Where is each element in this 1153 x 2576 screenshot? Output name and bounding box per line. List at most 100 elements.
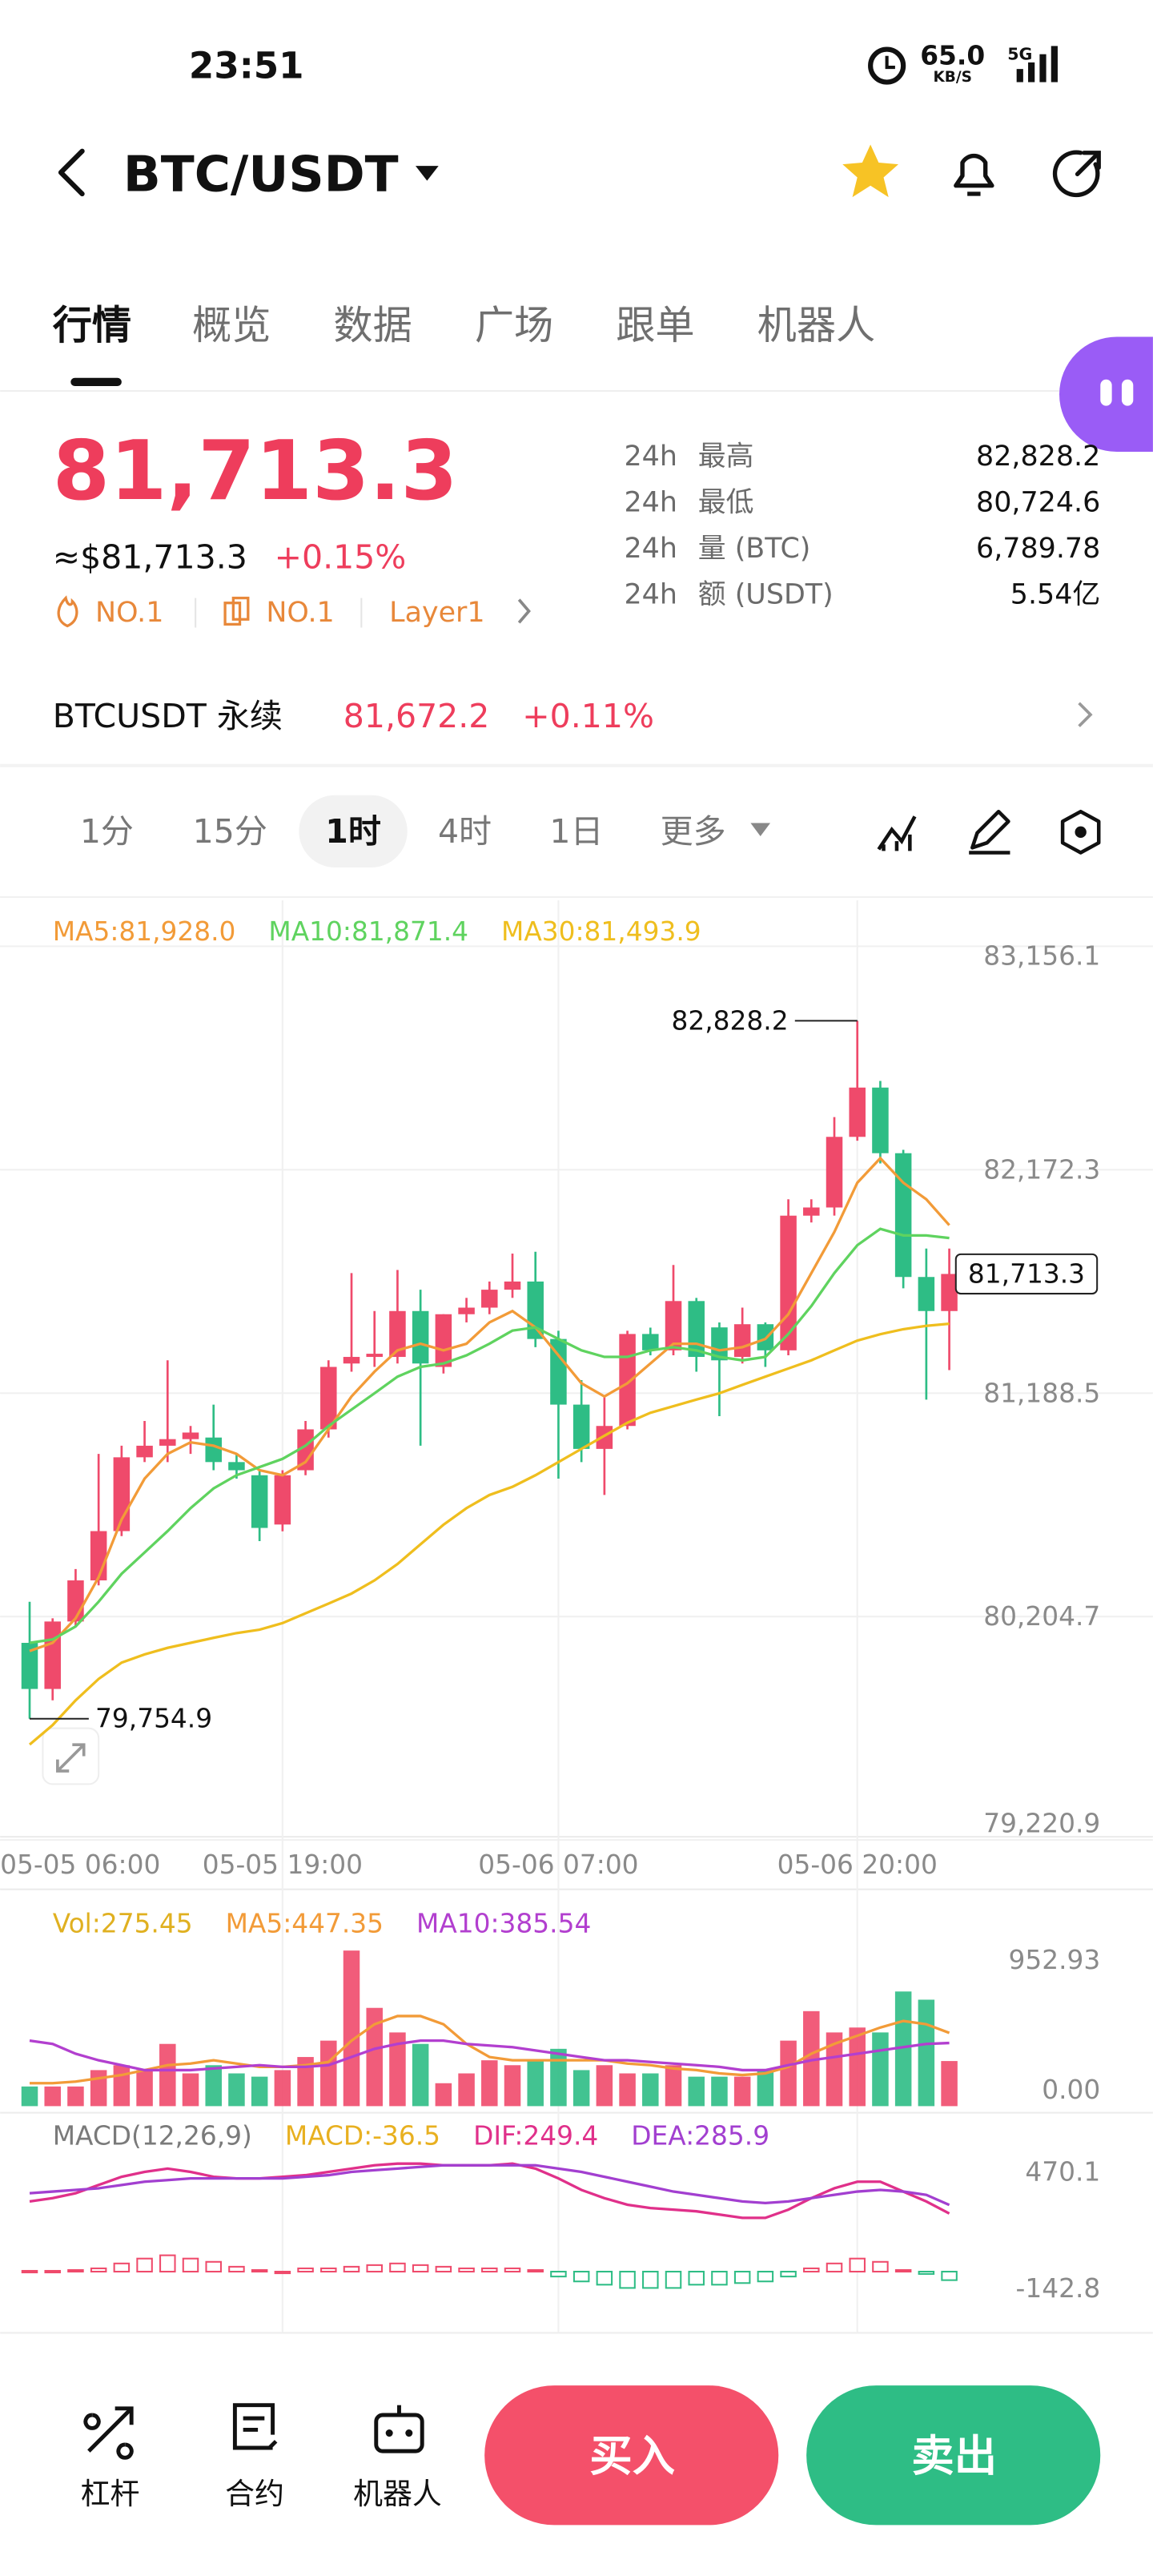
- candle-body: [504, 1281, 521, 1290]
- favorite-star[interactable]: [842, 144, 898, 198]
- action-label: 合约: [225, 2477, 284, 2511]
- tab[interactable]: 机器人: [757, 302, 876, 348]
- candle-body: [435, 1314, 452, 1367]
- action-label: 杠杆: [81, 2477, 140, 2511]
- macd-bar: [343, 2265, 360, 2273]
- more-dropdown[interactable]: [750, 823, 771, 836]
- y-tick-label: 79,220.9: [983, 1809, 1100, 1839]
- volume-bar: [228, 2073, 245, 2107]
- interval[interactable]: 1日: [549, 812, 603, 851]
- macd-bar: [274, 2270, 291, 2275]
- macd-bar: [826, 2262, 843, 2273]
- pair-dropdown[interactable]: [416, 166, 439, 181]
- y-tick-label: -142.8: [1016, 2273, 1101, 2304]
- candle-body: [826, 1137, 843, 1208]
- volume-bar: [205, 2065, 222, 2107]
- sell-button[interactable]: 卖出: [806, 2385, 1101, 2526]
- tab[interactable]: 跟单: [616, 302, 694, 348]
- candle-body: [320, 1366, 337, 1430]
- signal-icon: [1016, 46, 1058, 83]
- macd-bar: [412, 2264, 429, 2273]
- volume-bar: [872, 2032, 889, 2107]
- status-time: 23:51: [189, 45, 304, 87]
- expand-button[interactable]: [42, 1727, 100, 1785]
- x-tick-label: 05-06 20:00: [777, 1849, 938, 1880]
- volume-bar: [688, 2076, 705, 2107]
- macd-bar: [504, 2267, 521, 2273]
- category-tag[interactable]: Layer1: [389, 597, 484, 629]
- macd-bar: [458, 2267, 475, 2273]
- volume-bar: [113, 2065, 131, 2107]
- candle-body: [550, 1338, 567, 1405]
- interval-selected-bg: [299, 795, 408, 867]
- interval[interactable]: 1分: [80, 812, 134, 851]
- macd-bar: [688, 2270, 705, 2286]
- volume-bar: [297, 2057, 314, 2107]
- draw-icon[interactable]: [969, 809, 1010, 855]
- candle-body: [872, 1087, 889, 1153]
- perpetual-change: +0.11%: [522, 697, 654, 735]
- macd-bar: [780, 2270, 797, 2278]
- macd-bar: [711, 2270, 728, 2286]
- volume-bar: [67, 2086, 84, 2107]
- bell-icon[interactable]: [954, 153, 994, 196]
- interval-more[interactable]: 更多: [661, 812, 726, 851]
- robot-action[interactable]: 机器人: [353, 2405, 442, 2511]
- contract-action[interactable]: 合约: [225, 2403, 284, 2511]
- annotation-label: 79,754.9: [95, 1704, 212, 1734]
- volume-bar: [711, 2076, 728, 2107]
- tab[interactable]: 概览: [192, 302, 271, 348]
- interval[interactable]: 4时: [438, 812, 492, 851]
- last-price-label: 81,713.3: [968, 1258, 1085, 1289]
- candle-body: [389, 1310, 406, 1358]
- volume-bar: [251, 2076, 268, 2107]
- ma-line: [29, 1156, 950, 1652]
- tab[interactable]: 广场: [475, 302, 553, 348]
- settings-icon[interactable]: [1060, 809, 1101, 855]
- buy-label: 买入: [589, 2431, 675, 2481]
- macd-bar: [435, 2265, 452, 2273]
- leverage-action[interactable]: 杠杆: [81, 2406, 140, 2511]
- action-label: 机器人: [353, 2477, 442, 2511]
- share-icon[interactable]: [1052, 150, 1101, 198]
- annotation-label: 82,828.2: [672, 1005, 789, 1036]
- tab[interactable]: 行情: [53, 302, 131, 348]
- legend-entry: MACD:-36.5: [285, 2120, 440, 2151]
- pair-title[interactable]: BTC/USDT: [123, 145, 399, 203]
- candle-body: [366, 1354, 383, 1358]
- macd-bar: [918, 2270, 935, 2275]
- interval[interactable]: 1时: [325, 812, 381, 851]
- stat-label: 额 (USDT): [698, 578, 834, 610]
- interval[interactable]: 15分: [193, 812, 267, 851]
- volume-bar: [780, 2040, 797, 2107]
- stat-value: 82,828.2: [976, 441, 1100, 473]
- buy-button[interactable]: 买入: [484, 2385, 779, 2526]
- indicator-icon[interactable]: [877, 815, 917, 851]
- candle-body: [780, 1215, 797, 1350]
- volume-bar: [596, 2065, 613, 2107]
- candle-body: [596, 1426, 613, 1449]
- perpetual-row[interactable]: BTCUSDT 永续 81,672.2 +0.11%: [53, 697, 1093, 735]
- macd-bar: [228, 2265, 245, 2273]
- volume-bar: [572, 2070, 590, 2107]
- volume-bar: [412, 2043, 429, 2107]
- sell-label: 卖出: [911, 2431, 997, 2481]
- assistant-bubble[interactable]: [1059, 336, 1153, 453]
- volume-bar: [619, 2073, 636, 2107]
- volume-legend: Vol:275.45: [53, 1909, 193, 1939]
- tab[interactable]: 数据: [333, 302, 412, 348]
- candle-body: [665, 1301, 682, 1350]
- candle-body: [711, 1327, 728, 1361]
- back-button[interactable]: [58, 148, 85, 197]
- candle-body: [297, 1429, 314, 1471]
- macd-title: MACD(12,26,9): [53, 2120, 252, 2151]
- volume-bar: [458, 2073, 475, 2107]
- volume-bar: [849, 2027, 866, 2107]
- macd-bar: [297, 2267, 314, 2273]
- candle-body: [159, 1439, 176, 1446]
- candle-body: [894, 1153, 912, 1278]
- volume-bar: [527, 2060, 544, 2107]
- macd-bar: [527, 2268, 544, 2273]
- candle-body: [90, 1531, 107, 1581]
- ma-line: [29, 2039, 950, 2072]
